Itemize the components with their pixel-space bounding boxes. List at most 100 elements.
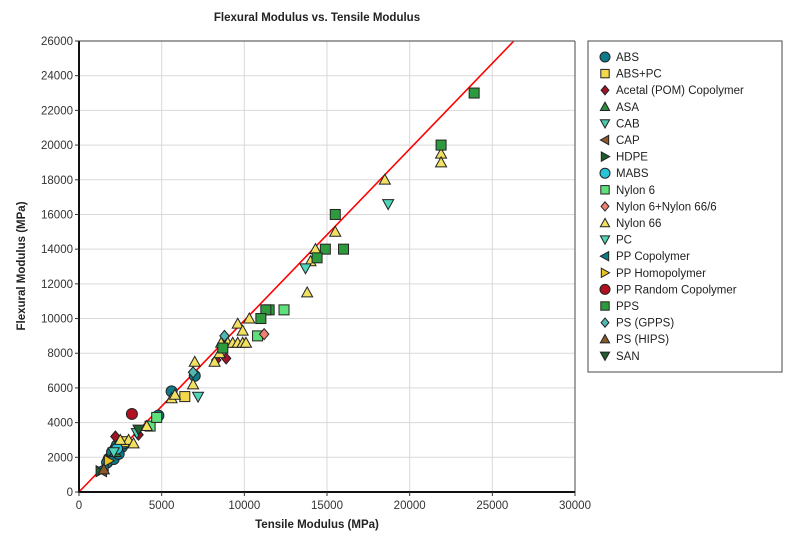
marker-triangle-right: [103, 454, 116, 468]
marker-triangle-left: [599, 134, 610, 146]
series-ps-gpps-: [187, 329, 230, 379]
marker-triangle-up: [231, 317, 245, 329]
marker-diamond: [600, 84, 610, 96]
marker-triangle-up: [113, 433, 127, 445]
y-axis-label: Flexural Modulus (MPa): [16, 201, 28, 330]
marker-triangle-up: [599, 333, 611, 344]
legend-item-label: PS (GPPS): [616, 318, 674, 330]
legend-item-label: ABS: [616, 52, 639, 64]
legend-item-label: PC: [616, 235, 632, 247]
marker-triangle-up: [168, 388, 182, 400]
legend-item-label: ASA: [616, 102, 639, 114]
legend-item: PPS: [600, 301, 639, 313]
y-tick-label: 20000: [41, 140, 73, 152]
marker-square: [217, 342, 229, 354]
legend-item: PS (GPPS): [600, 317, 674, 330]
legend-item: Acetal (POM) Copolymer: [600, 84, 744, 97]
series-pc: [107, 199, 395, 459]
y-tick-label: 4000: [47, 418, 73, 430]
series-pps: [217, 87, 480, 354]
legend-item: PC: [599, 235, 632, 247]
legend-item-label: PPS: [616, 301, 639, 313]
marker-triangle-up: [328, 225, 342, 237]
marker-triangle-up: [434, 155, 448, 168]
marker-triangle-up: [378, 173, 392, 185]
legend-item-label: Acetal (POM) Copolymer: [616, 85, 744, 97]
legend-item: ABS: [599, 51, 639, 64]
marker-circle: [599, 283, 611, 295]
legend-item-label: PS (HIPS): [616, 334, 669, 346]
legend-item: ABS+PC: [600, 69, 662, 81]
marker-diamond: [600, 201, 610, 212]
legend-item-label: MABS: [616, 168, 649, 180]
x-tick-label: 25000: [476, 500, 508, 512]
y-tick-label: 2000: [47, 452, 73, 464]
legend-item-label: Nylon 6: [616, 185, 655, 197]
series-pp-random-copolymer: [125, 407, 138, 420]
legend-item: PS (HIPS): [599, 333, 669, 346]
legend-item: PP Random Copolymer: [599, 283, 737, 296]
series-nylon-6: [144, 304, 290, 432]
marker-square: [468, 87, 480, 99]
legend-item: MABS: [599, 167, 649, 180]
legend-item: CAP: [599, 134, 640, 147]
series-san: [132, 424, 145, 437]
marker-triangle-right: [600, 151, 611, 163]
legend-item-label: ABS+PC: [616, 69, 662, 81]
marker-triangle-up: [127, 436, 140, 449]
legend-item-label: SAN: [616, 351, 640, 363]
marker-square: [600, 301, 610, 311]
marker-triangle-up: [309, 242, 322, 255]
marker-triangle-up: [300, 285, 314, 298]
data-points: [95, 87, 480, 478]
series-pp-homopolymer: [103, 454, 116, 468]
marker-triangle-right: [600, 267, 611, 279]
marker-square: [600, 185, 610, 195]
legend-item: CAB: [599, 118, 640, 130]
x-axis-label: Tensile Modulus (MPa): [255, 519, 379, 531]
x-tick-label: 20000: [394, 500, 426, 512]
marker-triangle-up: [186, 377, 200, 390]
legend-item: HDPE: [600, 151, 648, 164]
marker-triangle-up: [239, 336, 253, 348]
y-tick-label: 12000: [41, 279, 73, 291]
series-ps-hips-: [97, 462, 111, 475]
legend-item-label: CAP: [616, 135, 640, 147]
chart-title: Flexural Modulus vs. Tensile Modulus: [214, 12, 420, 24]
marker-square: [338, 243, 350, 255]
x-tick-label: 15000: [311, 500, 343, 512]
marker-circle: [599, 167, 611, 179]
x-tick-label: 10000: [228, 500, 260, 512]
marker-triangle-up: [242, 312, 256, 324]
y-tick-label: 24000: [41, 71, 73, 83]
legend-item: PP Homopolymer: [600, 267, 706, 280]
marker-square: [179, 391, 191, 403]
marker-circle: [599, 51, 611, 63]
marker-diamond: [219, 329, 230, 343]
series-nylon-66: [113, 147, 448, 449]
marker-diamond: [600, 317, 610, 328]
legend-item-label: PP Homopolymer: [616, 268, 706, 280]
x-tick-label: 0: [76, 500, 82, 512]
marker-triangle-down: [191, 391, 205, 404]
marker-square: [435, 139, 447, 151]
x-tick-label: 30000: [559, 500, 591, 512]
legend-item: ASA: [599, 101, 639, 114]
marker-square: [311, 252, 323, 264]
marker-triangle-up: [599, 101, 611, 111]
marker-triangle-down: [299, 263, 312, 275]
marker-triangle-up: [599, 217, 611, 228]
legend-item: Nylon 6+Nylon 66/6: [600, 201, 717, 213]
legend-box: [587, 40, 783, 373]
marker-triangle-down: [132, 424, 145, 437]
legend-item: PP Copolymer: [599, 250, 690, 263]
y-tick-label: 18000: [41, 175, 73, 187]
marker-triangle-left: [599, 250, 610, 262]
legend: ABS ABS+PC Acetal (POM) Copolymer ASA CAB CAP…: [587, 40, 783, 373]
marker-square: [329, 208, 341, 220]
marker-square: [278, 304, 290, 316]
y-tick-label: 26000: [41, 36, 73, 48]
legend-item: Nylon 6: [600, 185, 655, 197]
marker-triangle-down: [599, 235, 611, 246]
